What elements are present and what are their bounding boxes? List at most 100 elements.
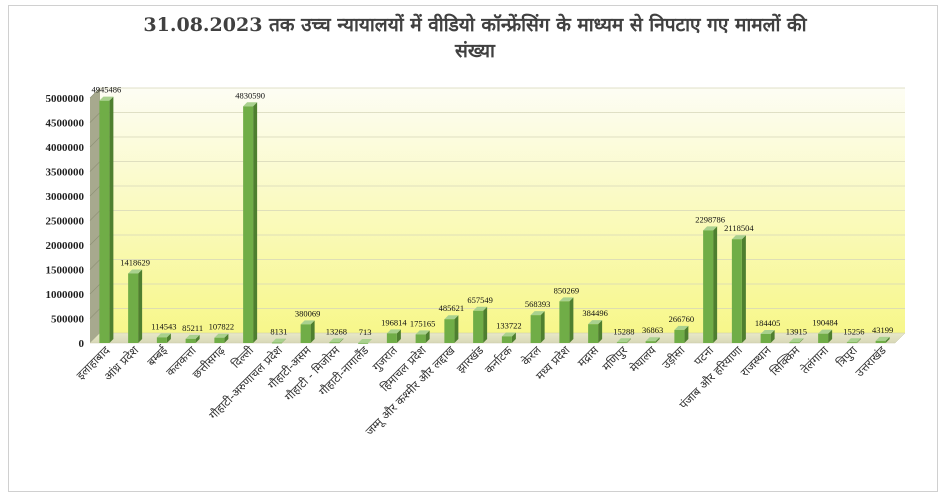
data-label: 266760 [669,314,695,324]
y-tick-label: 4500000 [46,118,85,130]
bar-side [511,332,516,343]
bar-side [598,320,603,343]
bar [300,324,311,343]
x-tick-label: मेघालय [627,343,659,375]
data-label: 384496 [582,308,608,318]
bar-top [156,333,171,338]
bar-top [185,334,200,339]
bar-side [166,333,171,343]
data-label: 4830590 [235,90,265,100]
bar-side [856,338,861,343]
bar-top [760,329,775,334]
bar [559,301,570,343]
bar-side [195,334,200,343]
bar-side [741,235,746,343]
bar [588,324,599,343]
data-label: 4945486 [92,85,122,95]
bar [703,230,714,343]
bar [156,337,167,343]
data-label: 2118504 [724,223,754,233]
data-label: 850269 [554,285,580,295]
bar-top [415,330,430,335]
chart-title-line1: 31.08.2023 तक उच्च न्यायालयों में वीडियो… [143,14,807,36]
bar-top [789,338,804,343]
data-label: 15288 [613,326,634,336]
bar [128,273,139,343]
bar-top [214,333,229,338]
bar [415,334,426,343]
bar [358,342,369,344]
bar [271,342,282,344]
x-tick-label: कर्नाटक [482,343,515,376]
data-label: 196814 [381,317,407,327]
bar [185,338,196,343]
y-tick-label: 1000000 [46,289,85,301]
bar [674,329,685,343]
chart-title-line2: संख्या [455,40,495,62]
gridline-side [89,87,101,99]
bar-top [530,311,545,316]
bar [875,340,886,343]
bar-top [731,235,746,240]
bar-side [483,306,488,343]
data-label: 380069 [295,308,321,318]
bar [818,333,829,343]
x-tick-label: सिक्किम [767,342,803,378]
bar-side [626,338,631,343]
x-tick-label: झारखंड [454,343,487,376]
y-tick-label: 500000 [51,314,85,326]
bar-top [329,338,344,343]
x-tick-label: उत्तराखंड [852,343,889,380]
bar [329,342,340,344]
bar [99,100,110,343]
bar-top [444,315,459,320]
y-tick-label: 3000000 [46,191,85,203]
bar [214,337,225,343]
bar [473,310,484,343]
bar [444,319,455,343]
data-label: 657549 [467,295,493,305]
data-label: 43199 [872,325,893,335]
bar-side [540,311,545,343]
x-tick-label: तेलंगाना [798,343,832,377]
plot-floor [89,332,906,344]
data-label: 13268 [326,326,347,336]
data-label: 713 [359,327,372,337]
bar [846,342,857,344]
gridline-side [89,136,101,148]
bar-top [128,269,143,274]
bar-side [885,336,890,343]
data-label: 107822 [209,322,235,332]
data-label: 36863 [642,325,663,335]
data-label: 190484 [812,318,838,328]
y-tick-label: 5000000 [46,93,85,105]
data-label: 85211 [182,323,203,333]
bar-top [300,320,315,325]
x-tick-label: राजस्थान [738,343,775,380]
gridline-side [89,283,101,295]
bar-top [616,338,631,343]
bar-side [569,297,574,343]
bar-side [713,226,718,343]
gridline-side [89,234,101,246]
bar-side [655,337,660,343]
bar-top [875,336,890,341]
x-tick-label: मद्रास [575,343,602,370]
data-label: 568393 [525,299,551,309]
bar-top [645,337,660,342]
bar-top [559,297,574,302]
bar-side [109,96,114,343]
y-tick-label: 2000000 [46,240,85,252]
y-tick-label: 1500000 [46,265,85,277]
bar-top [674,325,689,330]
bar-top [99,96,114,101]
data-label: 1418629 [120,257,150,267]
bar-side [799,338,804,343]
data-label: 2298786 [695,214,725,224]
data-label: 15256 [843,326,864,336]
bar-top [271,338,286,343]
bar-side [368,338,373,343]
bar-top [818,329,833,334]
bar-side [281,338,286,343]
